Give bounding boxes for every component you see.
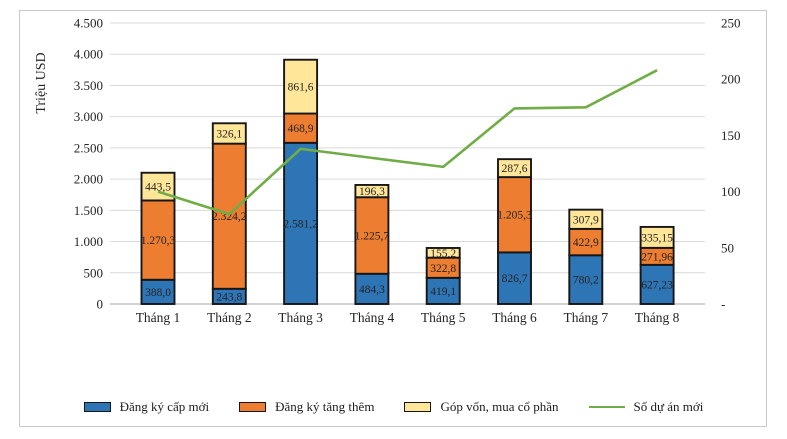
right-axis-tick: - [721,297,725,312]
legend-label: Đăng ký cấp mới [119,399,210,414]
legend-label: Số dự án mới [633,399,704,414]
legend-line-swatch-green [588,406,625,408]
bar-segment [425,276,461,305]
x-axis-label: Tháng 1 [136,310,181,325]
legend-item-so-du-an-moi: Số dự án mới [588,399,704,415]
left-axis-tick: 0 [97,297,104,312]
bar-data-label: 335,15 [641,232,673,244]
bar-segment [140,199,176,281]
left-axis-tick: 4.000 [74,47,103,62]
bar-segment [140,171,176,202]
left-axis-tick: 3.000 [74,109,103,124]
legend-item-gop-von: Góp vốn, mua cổ phần [404,399,559,415]
legend-swatch-yellow [404,402,432,412]
bar-data-label: 388,0 [145,287,171,299]
x-axis-label: Tháng 3 [278,310,323,325]
bar-segment [497,176,532,254]
bar-data-label: 468,9 [288,123,314,135]
bar-data-label: 2.324,2 [212,211,247,223]
bar-segment [497,251,532,305]
bar-segment [639,225,675,249]
bar-segment [497,158,532,179]
x-axis-label: Tháng 4 [350,310,395,325]
bar-segment [354,272,390,305]
left-axis-tick: 2.000 [74,172,103,187]
bar-data-label: 1.205,3 [497,210,532,222]
x-axis-label: Tháng 7 [563,310,608,325]
left-axis-tick: 4.500 [74,16,103,31]
bar-data-label: 419,1 [430,286,456,298]
left-axis-tick: 500 [84,265,104,280]
legend-label: Góp vốn, mua cổ phần [440,399,559,414]
bar-data-label: 155,2 [430,248,456,260]
x-axis-label: Tháng 2 [207,310,252,325]
bar-data-label: 307,9 [573,214,599,226]
bar-segment [568,254,604,305]
bar-data-label: 287,6 [502,163,528,175]
legend-swatch-blue [83,402,111,412]
bar-data-label: 627,23 [641,279,673,291]
bar-data-label: 422,9 [573,237,599,249]
x-axis-label: Tháng 6 [492,310,537,325]
left-axis-tick: 1.500 [74,203,103,218]
left-axis-tick: 2.500 [74,140,103,155]
bar-segment [211,142,247,290]
bar-data-label: 243,8 [216,291,242,303]
left-axis-tick: 1.000 [74,234,103,249]
legend-swatch-orange [239,402,267,412]
bar-segment [211,122,247,145]
bar-segment [425,247,461,259]
bar-data-label: 443,5 [145,182,171,194]
right-axis-tick: 100 [721,184,741,199]
bar-data-label: 196,3 [359,186,385,198]
bar-data-label: 1.225,7 [355,230,390,242]
right-axis-tick: 150 [721,128,741,143]
bar-segment [639,263,675,305]
bar-segment [283,112,319,144]
bar-segment [354,196,390,275]
bar-segment [568,208,604,230]
bar-data-label: 780,2 [573,275,599,287]
left-axis-title: Triệu USD [34,52,49,113]
right-axis-tick: 200 [721,72,741,87]
line-series-so-du-an-moi [157,69,658,216]
legend-item-dang-ky-cap-moi: Đăng ký cấp mới [83,399,210,415]
bar-segment [283,58,319,115]
legend-item-dang-ky-tang-them: Đăng ký tăng thêm [239,399,374,415]
legend-label: Đăng ký tăng thêm [275,399,375,414]
right-axis-tick: 50 [721,240,734,255]
bar-data-label: 484,3 [359,284,385,296]
x-axis-label: Tháng 5 [421,310,466,325]
bar-data-label: 326,1 [216,128,242,140]
chart-legend: Đăng ký cấp mới Đăng ký tăng thêm Góp vố… [20,399,767,415]
x-axis-label: Tháng 8 [635,310,680,325]
bar-segment [568,227,604,257]
bar-data-label: 1.270,3 [141,235,176,247]
right-axis-tick: 250 [721,16,741,31]
left-axis-tick: 3.500 [74,78,103,93]
bar-data-label: 271,96 [641,251,673,263]
bar-data-label: 322,8 [430,263,456,275]
bar-data-label: 826,7 [502,273,528,285]
bar-segment [354,184,390,199]
bar-data-label: 2.581,2 [283,218,318,230]
bar-data-label: 861,6 [288,82,314,94]
